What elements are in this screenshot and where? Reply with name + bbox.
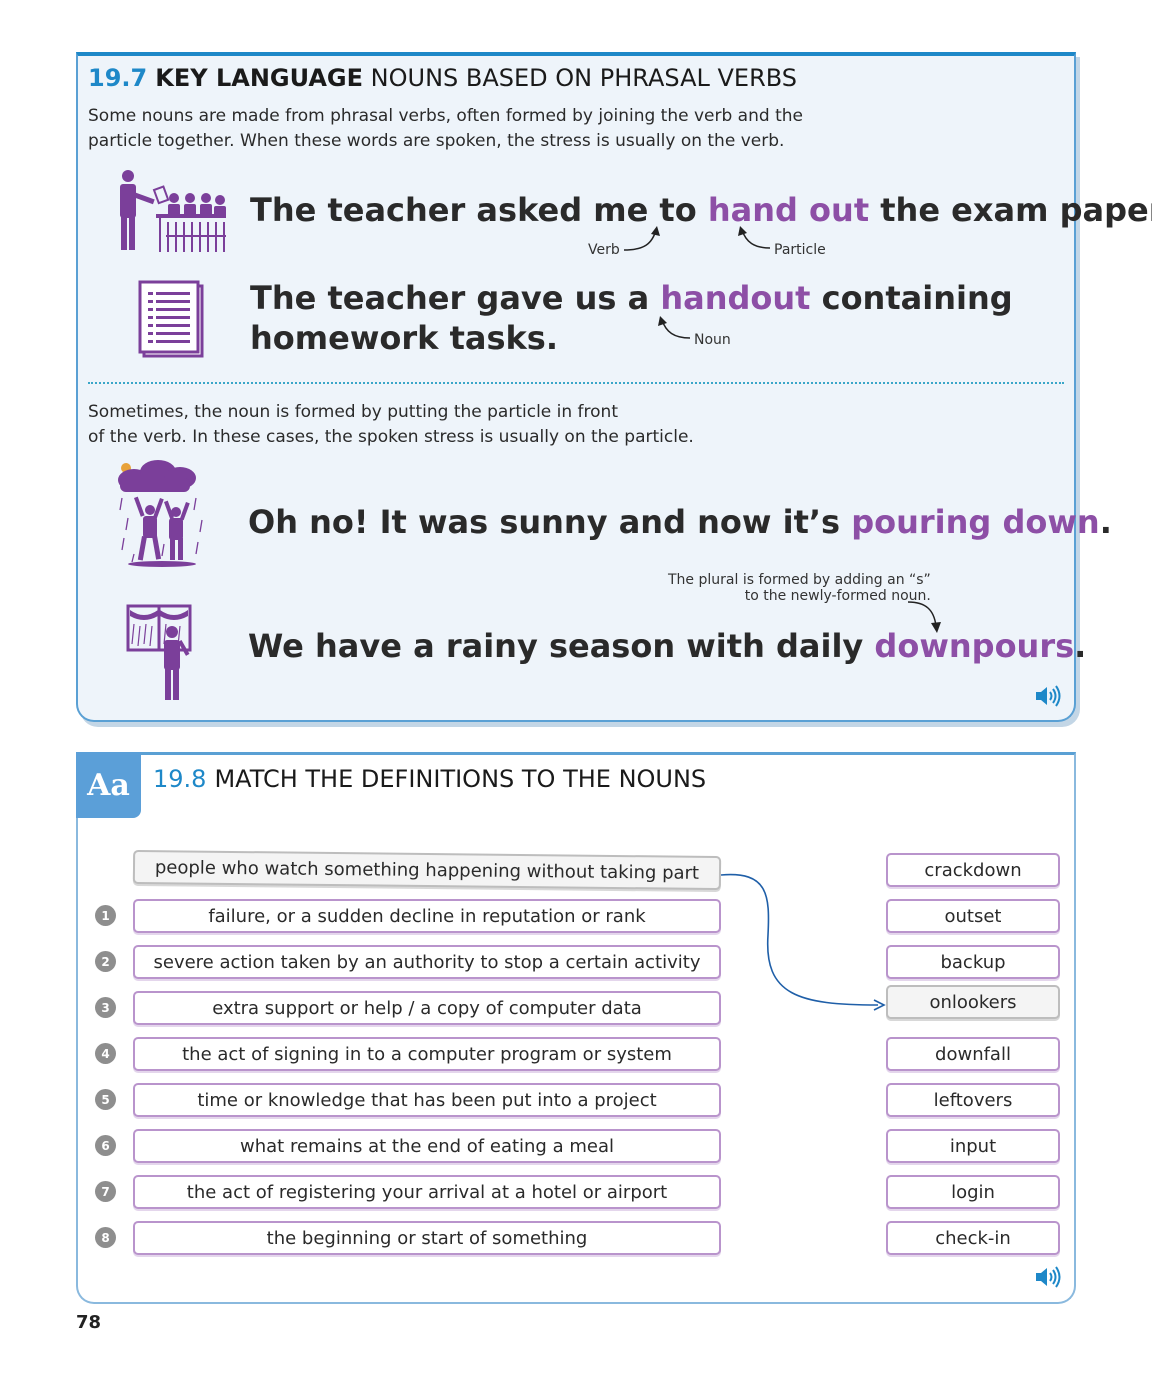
sentence-text: . [1099, 503, 1112, 541]
noun-option-input[interactable]: input [886, 1129, 1060, 1163]
intro-text: Some nouns are made from phrasal verbs, … [88, 104, 803, 154]
exercise-heading: 19.8 MATCH THE DEFINITIONS TO THE NOUNS [153, 765, 706, 793]
question-number-badge: 2 [95, 951, 116, 972]
rain-cloud-people-icon [118, 460, 203, 567]
sentence-text: the exam papers. [880, 191, 1152, 229]
note-line: The plural is formed by adding an “s” [668, 572, 931, 588]
section-title-bold: KEY LANGUAGE [155, 64, 364, 92]
intro-line: Sometimes, the noun is formed by putting… [88, 402, 618, 422]
intro-line: Some nouns are made from phrasal verbs, … [88, 106, 803, 126]
example-sentence-4: We have a rainy season with daily downpo… [248, 626, 1086, 666]
phrasal-verb-highlight: hand out [707, 191, 870, 229]
definition-row: 8 the beginning or start of something [78, 1221, 1078, 1255]
speaker-icon[interactable] [1034, 1265, 1062, 1289]
question-number-badge: 8 [95, 1227, 116, 1248]
definition-box[interactable]: the act of signing in to a computer prog… [133, 1037, 721, 1071]
noun-label: Noun [694, 332, 731, 348]
verb-arrow-icon [623, 226, 660, 251]
sentence-text: . [1074, 627, 1087, 665]
noun-highlight: downpours [874, 627, 1075, 665]
example-noun-box: onlookers [886, 985, 1060, 1019]
exercise-title: MATCH THE DEFINITIONS TO THE NOUNS [214, 765, 707, 793]
teacher-classroom-icon [120, 170, 226, 252]
example-sentence-1: The teacher asked me to hand out the exa… [250, 190, 1152, 230]
definition-box[interactable]: failure, or a sudden decline in reputati… [133, 899, 721, 933]
window-rain-person-icon [126, 604, 192, 700]
definition-row: 7 the act of registering your arrival at… [78, 1175, 1078, 1209]
section-title: NOUNS BASED ON PHRASAL VERBS [370, 64, 798, 92]
intro-text-2: Sometimes, the noun is formed by putting… [88, 400, 694, 450]
vocabulary-tab-icon: Aa [76, 752, 141, 818]
example-sentence-2: The teacher gave us a handout containing [250, 278, 1013, 318]
noun-option-backup[interactable]: backup [886, 945, 1060, 979]
document-handout-icon [138, 280, 204, 358]
sentence-text: Oh no! It was sunny and now it’s [248, 503, 852, 541]
exercise-number: 19.8 [153, 765, 207, 793]
definition-box[interactable]: the beginning or start of something [133, 1221, 721, 1255]
definition-row: 2 severe action taken by an authority to… [78, 945, 1078, 979]
note-line: to the newly-formed noun. [744, 588, 931, 604]
example-definition-box: people who watch something happening wit… [132, 849, 722, 891]
noun-option-crackdown[interactable]: crackdown [886, 853, 1060, 887]
verb-label: Verb [588, 242, 620, 258]
example-connector-arrow [720, 873, 886, 1011]
intro-line: particle together. When these words are … [88, 131, 785, 151]
section-number: 19.7 [88, 64, 148, 92]
definition-row: 6 what remains at the end of eating a me… [78, 1129, 1078, 1163]
definition-box[interactable]: what remains at the end of eating a meal [133, 1129, 721, 1163]
definition-box[interactable]: severe action taken by an authority to s… [133, 945, 721, 979]
intro-line: of the verb. In these cases, the spoken … [88, 427, 694, 447]
sentence-text: We have a rainy season with daily [248, 627, 875, 665]
speaker-icon[interactable] [1034, 684, 1062, 708]
example-sentence-3: Oh no! It was sunny and now it’s pouring… [248, 502, 1112, 542]
sentence-text: The teacher asked me to [250, 191, 708, 229]
example-sentence-2-line2: homework tasks. [250, 319, 558, 357]
noun-option-check-in[interactable]: check-in [886, 1221, 1060, 1255]
question-number-badge: 3 [95, 997, 116, 1018]
definition-row: 4 the act of signing in to a computer pr… [78, 1037, 1078, 1071]
question-number-badge: 1 [95, 905, 116, 926]
question-number-badge: 5 [95, 1089, 116, 1110]
definition-row: 5 time or knowledge that has been put in… [78, 1083, 1078, 1117]
noun-option-downfall[interactable]: downfall [886, 1037, 1060, 1071]
particle-label: Particle [774, 242, 826, 258]
definition-box[interactable]: time or knowledge that has been put into… [133, 1083, 721, 1117]
phrasal-verb-highlight: pouring down [851, 503, 1100, 541]
plural-arrow-icon [907, 601, 941, 633]
noun-highlight: handout [660, 279, 811, 317]
sentence-text: containing [810, 279, 1013, 317]
page-number: 78 [76, 1312, 102, 1333]
definition-row: 3 extra support or help / a copy of comp… [78, 991, 1078, 1025]
key-language-panel: 19.7 KEY LANGUAGE NOUNS BASED ON PHRASAL … [76, 52, 1152, 722]
particle-arrow-icon [738, 226, 771, 249]
section-divider [88, 382, 1064, 384]
definition-box[interactable]: extra support or help / a copy of comput… [133, 991, 721, 1025]
question-number-badge: 6 [95, 1135, 116, 1156]
noun-option-leftovers[interactable]: leftovers [886, 1083, 1060, 1117]
question-number-badge: 4 [95, 1043, 116, 1064]
question-number-badge: 7 [95, 1181, 116, 1202]
noun-option-outset[interactable]: outset [886, 899, 1060, 933]
plural-note: The plural is formed by adding an “s” to… [668, 572, 931, 604]
noun-option-login[interactable]: login [886, 1175, 1060, 1209]
noun-arrow-icon [658, 316, 691, 339]
match-exercise-panel: Aa 19.8 MATCH THE DEFINITIONS TO THE NOUN… [76, 752, 1076, 1304]
definition-box[interactable]: the act of registering your arrival at a… [133, 1175, 721, 1209]
definition-row: 1 failure, or a sudden decline in reputa… [78, 899, 1078, 933]
section-heading: 19.7 KEY LANGUAGE NOUNS BASED ON PHRASAL … [88, 64, 797, 92]
sentence-text: The teacher gave us a [250, 279, 661, 317]
